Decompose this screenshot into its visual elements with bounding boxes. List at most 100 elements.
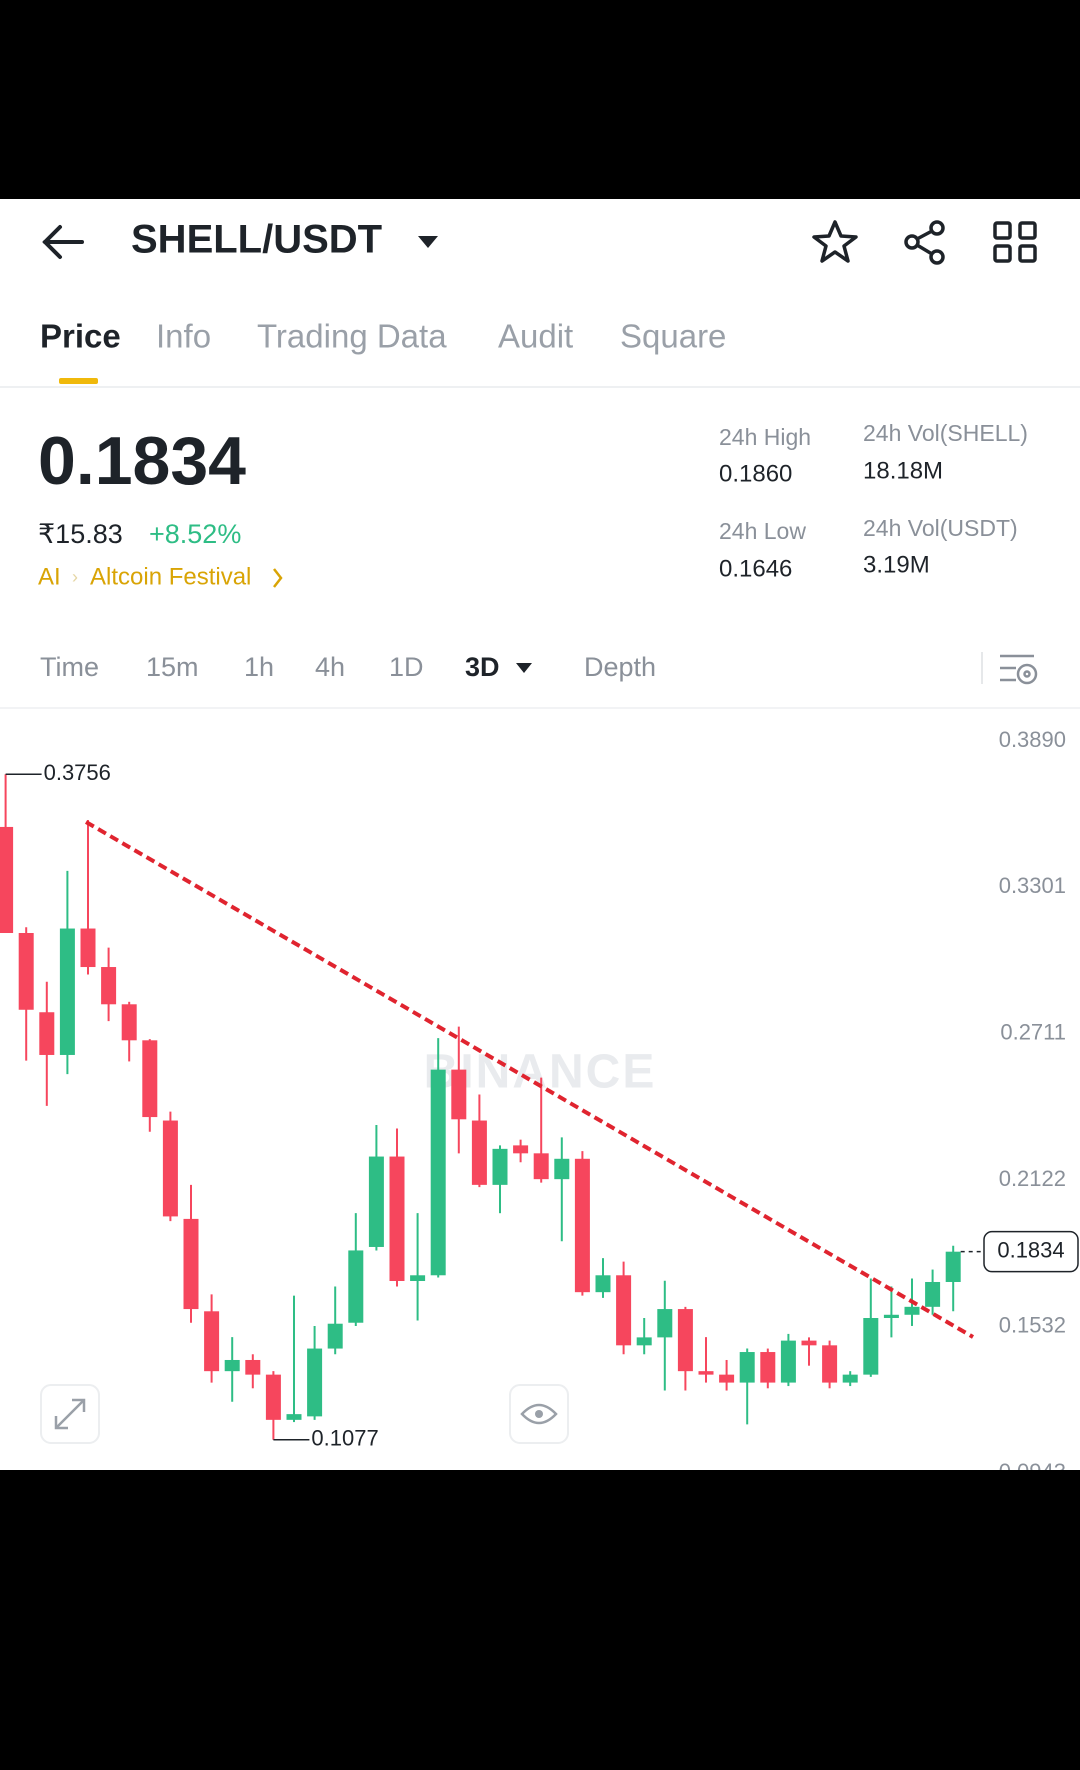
stat-value: 0.1860 [719,460,792,487]
y-tick-label: 0.2711 [1000,1020,1066,1045]
y-tick-label: 0.3890 [999,727,1066,752]
trend-line [84,820,975,1339]
back-button[interactable] [42,225,84,259]
candle-body [348,1250,364,1323]
interval-dropdown[interactable] [516,663,532,673]
fiat-price: ₹15.83 [38,519,123,549]
candle-body [904,1306,920,1315]
candle-body [224,1359,240,1372]
low-marker-label: 0.1077 [311,1426,378,1451]
candle-body [657,1309,673,1338]
candle-body [801,1340,817,1346]
candle-body [430,1069,446,1276]
candle-body [265,1374,281,1420]
candle-body [39,1012,55,1055]
share-icon[interactable] [904,220,945,265]
interval[interactable]: Time [40,652,99,682]
tab[interactable]: Square [620,318,726,355]
candle-body [513,1145,529,1154]
separator: › [72,567,78,587]
stat-label: 24h Vol(SHELL) [863,420,1028,446]
candle-body [389,1156,405,1281]
interval[interactable]: Depth [584,652,656,682]
stat-value: 0.1646 [719,555,792,582]
interval[interactable]: 1h [244,652,274,682]
divider [0,707,1080,709]
candle-body [554,1158,570,1180]
stat-label: 24h Vol(USDT) [863,515,1018,541]
candle-body [636,1337,652,1346]
last-price: 0.1834 [38,423,246,499]
candle-body [739,1352,755,1383]
y-tick-label: 0.2122 [999,1166,1066,1191]
candle-body [0,826,14,934]
last-price-tag [983,1230,1079,1273]
stat-value: 18.18M [863,457,943,484]
y-tick-label: 0.1532 [999,1313,1066,1338]
tab[interactable]: Trading Data [257,318,447,355]
last-price-label: 0.1834 [997,1237,1064,1262]
candle-body [822,1345,838,1383]
divider [0,386,1080,388]
candle-body [183,1218,199,1310]
interval[interactable]: 15m [146,652,199,682]
favorite-icon[interactable] [812,220,858,263]
candle-body [574,1158,590,1293]
candle-body [245,1359,261,1375]
candle-body [451,1069,467,1120]
separator [981,652,983,684]
pair-title[interactable]: SHELL/USDT [131,218,382,262]
candle-body [492,1148,508,1185]
tab-indicator [59,378,98,384]
app-panel [0,199,1080,1470]
interval[interactable]: 3D [465,652,500,682]
candle-body [368,1156,384,1247]
candle-body [471,1120,487,1185]
candle-body [286,1414,302,1420]
candle-body [925,1281,941,1307]
price-change: +8.52% [149,519,241,549]
candle-body [162,1120,178,1217]
y-tick-label: 0.0943 [999,1459,1066,1484]
candle-body [863,1318,879,1375]
candle-body [410,1275,426,1281]
sector-tag[interactable]: AI [38,563,61,590]
candle-body [616,1275,632,1346]
y-tick-label: 0.3301 [999,873,1066,898]
visibility-button[interactable] [509,1384,569,1444]
chart: BINANCE0.38900.33010.27110.21220.15320.0… [0,727,1066,1484]
candle-body [780,1340,796,1383]
candle-body [59,928,75,1055]
candle-body [842,1374,858,1383]
candle-body [719,1374,735,1383]
candle-body [18,933,34,1010]
menu-icon[interactable] [993,221,1037,263]
promo-link[interactable]: Altcoin Festival [90,563,251,590]
stat-value: 3.19M [863,551,930,578]
promo-chevron [273,568,283,588]
candle-body [595,1275,611,1293]
candle-body [204,1311,220,1372]
candle-body [327,1323,343,1349]
tab[interactable]: Audit [498,318,573,355]
fullscreen-button[interactable] [40,1384,100,1444]
tab[interactable]: Price [40,318,121,355]
high-marker-label: 0.3756 [44,760,111,785]
candle-body [142,1040,158,1118]
stat-label: 24h Low [719,518,806,544]
candle-body [760,1352,776,1383]
candle-body [533,1153,549,1180]
tab[interactable]: Info [156,318,211,355]
candle-body [121,1004,137,1041]
candle-body [698,1371,714,1375]
chart-settings-icon[interactable] [1000,654,1038,685]
candle-body [945,1251,961,1282]
pair-dropdown[interactable] [418,236,438,248]
stat-label: 24h High [719,424,811,450]
candle-body [307,1348,323,1417]
interval[interactable]: 1D [389,652,424,682]
candle-body [80,928,96,968]
interval[interactable]: 4h [315,652,345,682]
candle-body [883,1314,899,1319]
